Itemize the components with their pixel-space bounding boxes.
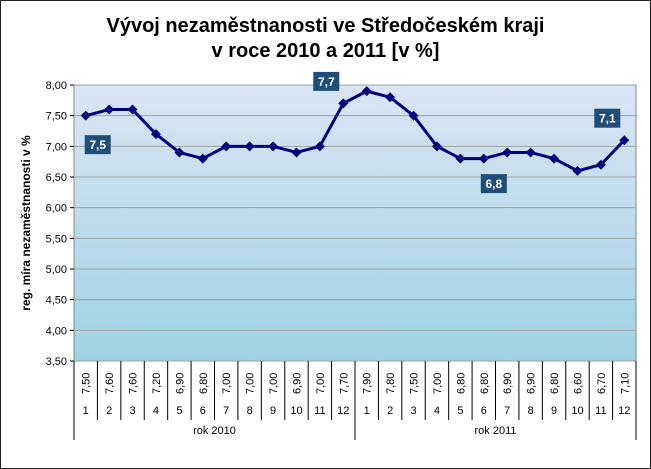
data-point [80,110,91,121]
month-label: 8 [528,405,534,417]
month-label: 9 [270,405,276,417]
data-point [595,159,606,170]
value-label: 7,90 [362,373,374,394]
group-label: rok 2011 [475,425,517,437]
month-label: 7 [504,405,510,417]
callout-label: 7,7 [318,75,335,89]
month-label: 12 [337,405,349,417]
chart-title: Vývoj nezaměstnanosti ve Středočeském kr… [0,14,651,64]
value-label: 7,00 [245,373,257,394]
value-label: 6,90 [502,373,514,394]
value-label: 7,10 [619,373,631,394]
month-label: 5 [176,405,182,417]
value-label: 6,90 [291,373,303,394]
value-label: 7,80 [385,373,397,394]
y-tick-label: 5,50 [46,233,67,245]
data-point [221,141,232,152]
y-tick-label: 4,50 [46,295,67,307]
value-label: 6,90 [526,373,538,394]
month-label: 5 [457,405,463,417]
y-tick-label: 8,00 [46,80,67,92]
plot-area [73,84,637,362]
value-label: 6,80 [549,373,561,394]
value-label: 6,80 [479,373,491,394]
value-label: 6,70 [596,373,608,394]
callout-box [594,108,621,128]
data-point [385,92,396,103]
month-label: 10 [290,405,302,417]
month-label: 7 [223,405,229,417]
chart-title-line2: v roce 2010 a 2011 [v %] [211,40,440,62]
month-label: 3 [410,405,416,417]
month-label: 2 [387,405,393,417]
value-label: 7,70 [338,373,350,394]
callout-box [313,71,340,91]
data-point [268,141,279,152]
data-point [104,104,115,115]
group-label: rok 2010 [193,425,236,437]
data-point [361,86,372,97]
month-label: 8 [247,405,253,417]
value-label: 7,60 [104,373,116,394]
callout-label: 6,8 [485,177,502,191]
month-label: 6 [200,405,206,417]
data-point [549,153,560,164]
month-label: 10 [571,405,583,417]
month-label: 1 [364,405,370,417]
callout-box [480,174,507,194]
y-tick-label: 7,00 [46,141,67,153]
data-point [408,110,419,121]
month-label: 11 [595,405,606,417]
data-point [244,141,255,152]
data-point [431,141,442,152]
value-label: 7,50 [81,373,93,394]
value-label: 7,00 [315,373,327,394]
month-label: 2 [106,405,112,417]
callout-box [84,135,111,155]
data-point [291,147,302,158]
data-point [127,104,138,115]
month-label: 9 [551,405,557,417]
value-label: 6,80 [198,373,210,394]
data-point [314,141,325,152]
data-point [197,153,208,164]
month-label: 12 [618,405,630,417]
callout-label: 7,5 [89,138,106,152]
y-tick-label: 6,50 [46,172,67,184]
data-point [455,153,466,164]
value-label: 6,80 [455,373,467,394]
month-label: 3 [129,405,135,417]
data-point [572,165,583,176]
value-label: 7,50 [409,373,421,394]
data-point [150,129,161,140]
data-point [619,135,630,146]
y-axis-label: reg. míra nezaměstnanosti v % [19,135,33,311]
y-tick-label: 5,00 [46,264,67,276]
callout-label: 7,1 [599,112,616,126]
y-tick-label: 3,50 [46,356,67,368]
data-point [478,153,489,164]
month-label: 6 [481,405,487,417]
value-label: 7,00 [221,373,233,394]
y-tick-label: 6,00 [46,203,67,215]
value-label: 7,20 [151,373,163,394]
month-label: 4 [434,405,440,417]
y-tick-label: 4,00 [46,325,67,337]
month-label: 4 [153,405,159,417]
value-label: 6,90 [174,373,186,394]
y-tick-label: 7,50 [46,111,67,123]
value-label: 7,00 [432,373,444,394]
month-label: 11 [314,405,325,417]
month-label: 1 [83,405,89,417]
chart-title-line1: Vývoj nezaměstnanosti ve Středočeském kr… [106,15,545,37]
value-label: 7,60 [128,373,140,394]
data-point [525,147,536,158]
data-point [174,147,185,158]
value-label: 6,60 [572,373,584,394]
data-point [502,147,513,158]
data-point [338,98,349,109]
value-label: 7,00 [268,373,280,394]
